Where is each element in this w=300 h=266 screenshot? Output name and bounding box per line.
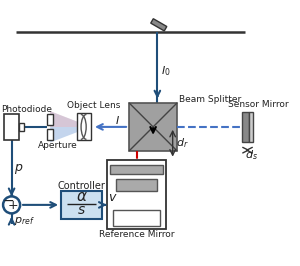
Polygon shape — [50, 111, 91, 127]
Text: $I$: $I$ — [115, 114, 120, 126]
Bar — [113, 210, 160, 226]
Bar — [116, 179, 158, 191]
Bar — [19, 123, 24, 131]
Text: $d_r$: $d_r$ — [176, 136, 188, 150]
Bar — [249, 112, 253, 142]
Bar — [242, 112, 249, 142]
Text: $d_s$: $d_s$ — [245, 148, 258, 162]
Text: $p_{ref}$: $p_{ref}$ — [14, 215, 35, 227]
Text: $v$: $v$ — [108, 191, 118, 204]
Bar — [61, 191, 102, 219]
Text: Controller: Controller — [58, 181, 105, 191]
Text: $I_0$: $I_0$ — [161, 64, 170, 78]
Text: $-$: $-$ — [2, 193, 14, 207]
Text: Beam Splitter: Beam Splitter — [179, 95, 242, 104]
Text: Object Lens: Object Lens — [67, 101, 120, 110]
Text: Reference Mirror: Reference Mirror — [99, 230, 174, 239]
Bar — [107, 160, 166, 229]
Text: $p$: $p$ — [14, 162, 24, 176]
Text: Sensor Mirror: Sensor Mirror — [228, 100, 289, 109]
Text: $s$: $s$ — [77, 203, 86, 217]
Text: $+$: $+$ — [8, 200, 19, 213]
Circle shape — [3, 196, 20, 213]
Polygon shape — [151, 19, 167, 31]
Bar — [4, 114, 19, 140]
Text: $\alpha$: $\alpha$ — [76, 189, 87, 204]
Bar — [76, 113, 91, 140]
Bar — [110, 165, 163, 174]
Bar — [47, 114, 53, 125]
Text: Photodiode: Photodiode — [2, 105, 52, 114]
Polygon shape — [50, 111, 91, 143]
Bar — [129, 103, 177, 151]
Text: Aperture: Aperture — [38, 141, 78, 149]
Bar — [47, 129, 53, 140]
